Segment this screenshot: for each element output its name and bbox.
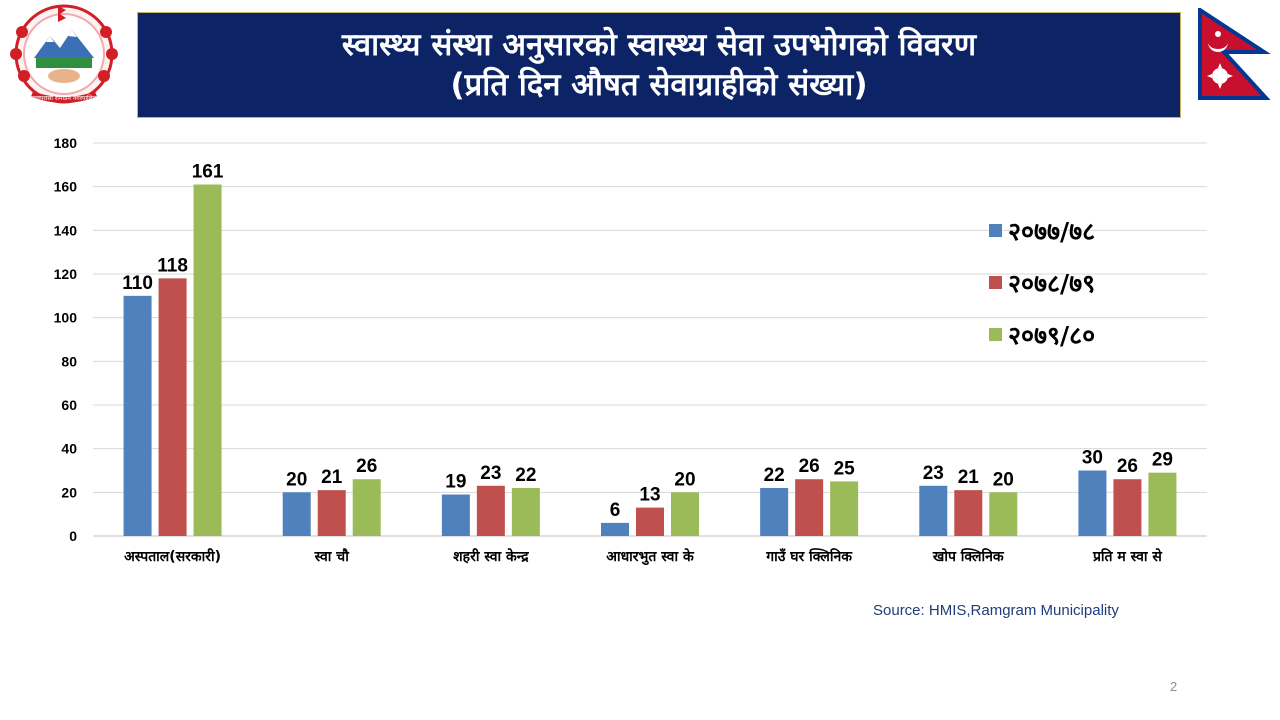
x-category-label: शहरी स्वा केन्द्र bbox=[453, 548, 529, 565]
legend-swatch bbox=[989, 328, 1002, 341]
data-label: 26 bbox=[799, 456, 820, 477]
y-tick-label: 20 bbox=[61, 484, 77, 500]
data-label: 23 bbox=[480, 463, 501, 484]
data-label: 6 bbox=[610, 500, 621, 521]
bar bbox=[317, 490, 346, 536]
bar bbox=[601, 522, 629, 536]
data-label: 19 bbox=[445, 472, 466, 493]
data-label: 20 bbox=[993, 469, 1014, 490]
bar bbox=[671, 492, 699, 536]
data-label: 118 bbox=[157, 255, 188, 276]
data-label: 22 bbox=[515, 465, 536, 486]
bar bbox=[919, 485, 948, 536]
bar bbox=[795, 479, 824, 536]
bar bbox=[282, 492, 311, 536]
data-label: 161 bbox=[192, 161, 224, 182]
bar bbox=[193, 184, 222, 536]
bars bbox=[123, 184, 1177, 536]
slide-subtitle: (प्रति दिन औषत सेवाग्राहीको संख्या) bbox=[450, 67, 868, 103]
government-emblem: नवलपरासी रामग्राम नगरपालिका bbox=[10, 4, 118, 104]
bar bbox=[1078, 470, 1107, 536]
bar bbox=[511, 487, 540, 536]
data-label: 21 bbox=[321, 467, 343, 488]
data-label: 22 bbox=[764, 465, 785, 486]
data-label: 20 bbox=[286, 469, 307, 490]
y-tick-label: 80 bbox=[61, 353, 77, 369]
y-tick-label: 40 bbox=[61, 441, 77, 457]
bar bbox=[989, 492, 1018, 536]
x-axis-categories: अस्पताल(सरकारी) स्वा चौ शहरी स्वा केन्द्र आ… bbox=[124, 548, 1162, 566]
nepal-flag bbox=[1198, 8, 1271, 100]
legend-label: २०७७/७८ bbox=[1008, 217, 1095, 246]
x-category-label: आधारभुत स्वा के bbox=[606, 548, 695, 566]
legend-swatch bbox=[989, 276, 1002, 289]
x-category-label: प्रति म स्वा से bbox=[1092, 548, 1162, 565]
legend-label: २०७९/८० bbox=[1008, 321, 1095, 350]
bar bbox=[158, 278, 187, 536]
bar bbox=[954, 490, 983, 536]
y-axis-ticks: 0 20 40 60 80 100 120 140 160 180 bbox=[54, 135, 78, 544]
y-tick-label: 140 bbox=[54, 222, 78, 238]
data-label: 13 bbox=[639, 485, 660, 506]
bar bbox=[830, 481, 859, 536]
bar bbox=[476, 485, 505, 536]
bar bbox=[1148, 472, 1177, 536]
x-category-label: खोप क्लिनिक bbox=[932, 548, 1005, 565]
data-label: 26 bbox=[1117, 456, 1138, 477]
title-banner: स्वास्थ्य संस्था अनुसारको स्वास्थ्य सेवा… bbox=[137, 12, 1181, 118]
y-tick-label: 60 bbox=[61, 397, 77, 413]
bar bbox=[636, 507, 664, 536]
data-label: 30 bbox=[1082, 448, 1103, 469]
bar bbox=[441, 494, 470, 536]
data-label: 21 bbox=[958, 467, 980, 488]
grid-lines bbox=[93, 142, 1207, 537]
data-label: 29 bbox=[1152, 450, 1173, 471]
data-label: 110 bbox=[122, 273, 153, 294]
data-label: 26 bbox=[356, 456, 377, 477]
source-note: Source: HMIS,Ramgram Municipality bbox=[873, 602, 1119, 619]
x-category-label: गाउँ घर क्लिनिक bbox=[765, 548, 853, 565]
bar bbox=[123, 295, 152, 536]
data-label: 25 bbox=[834, 458, 856, 479]
slide-title: स्वास्थ्य संस्था अनुसारको स्वास्थ्य सेवा… bbox=[341, 27, 977, 63]
y-tick-label: 100 bbox=[54, 310, 78, 326]
bar bbox=[760, 487, 789, 536]
page-number: 2 bbox=[1170, 679, 1178, 694]
data-label: 20 bbox=[674, 469, 695, 490]
y-tick-label: 160 bbox=[54, 179, 78, 195]
x-category-label: अस्पताल(सरकारी) bbox=[124, 548, 221, 565]
emblem-text: नवलपरासी रामग्राम नगरपालिका bbox=[29, 94, 99, 102]
legend: २०७७/७८ २०७८/७९ २०७९/८० bbox=[989, 217, 1095, 350]
legend-label: २०७८/७९ bbox=[1008, 269, 1095, 298]
y-tick-label: 180 bbox=[54, 135, 78, 151]
bar bbox=[1113, 479, 1142, 536]
x-category-label: स्वा चौ bbox=[314, 548, 351, 565]
data-label: 23 bbox=[923, 463, 944, 484]
legend-swatch bbox=[989, 224, 1002, 237]
y-tick-label: 0 bbox=[69, 528, 77, 544]
y-tick-label: 120 bbox=[54, 266, 78, 282]
bar bbox=[352, 479, 381, 536]
